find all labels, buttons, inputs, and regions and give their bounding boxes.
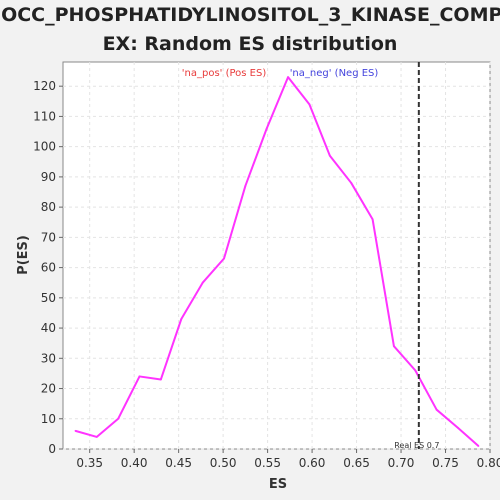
legend-entry-pos: 'na_pos' (Pos ES) xyxy=(182,68,267,79)
data-point xyxy=(328,154,331,157)
y-axis-label: P(ES) xyxy=(16,235,31,275)
chart-title-line-1: GOCC_PHOSPHATIDYLINOSITOL_3_KINASE_COMPL xyxy=(0,4,500,26)
y-axis-ticks: 0 10 20 30 40 50 60 70 80 90 100 110 120 xyxy=(33,79,63,456)
x-tick-label: 0.35 xyxy=(76,456,103,470)
data-point xyxy=(287,76,289,79)
y-tick-label: 10 xyxy=(41,412,56,426)
data-point xyxy=(265,127,268,130)
data-point xyxy=(308,103,311,106)
data-point xyxy=(350,182,353,184)
es-distribution-line xyxy=(75,76,480,447)
data-point xyxy=(457,426,459,429)
data-point xyxy=(201,281,204,284)
y-tick-label: 110 xyxy=(33,109,56,123)
data-point xyxy=(138,375,141,378)
y-tick-label: 100 xyxy=(33,140,56,154)
x-tick-label: 0.50 xyxy=(210,456,237,470)
x-axis-label: ES xyxy=(269,477,287,492)
y-tick-label: 20 xyxy=(41,382,56,396)
y-tick-label: 70 xyxy=(41,230,56,244)
y-tick-label: 60 xyxy=(41,261,56,275)
data-point xyxy=(244,185,247,187)
data-point xyxy=(180,318,183,320)
data-point xyxy=(223,257,225,260)
x-tick-label: 0.45 xyxy=(165,456,192,470)
data-point xyxy=(393,345,395,348)
x-tick-label: 0.65 xyxy=(343,456,370,470)
series-group xyxy=(74,76,480,447)
data-point xyxy=(371,218,374,221)
y-tick-label: 50 xyxy=(41,291,56,305)
data-point xyxy=(159,378,162,381)
chart-title-line-2: EX: Random ES distribution xyxy=(103,33,398,55)
data-point xyxy=(95,436,98,438)
y-tick-label: 0 xyxy=(48,442,56,456)
x-tick-label: 0.40 xyxy=(121,456,148,470)
legend-entry-neg: 'na_neg' (Neg ES) xyxy=(290,68,379,79)
y-tick-label: 120 xyxy=(33,79,56,93)
x-tick-label: 0.70 xyxy=(388,456,415,470)
data-point xyxy=(117,417,120,420)
y-tick-label: 80 xyxy=(41,200,56,214)
data-point xyxy=(74,429,77,432)
x-tick-label: 0.60 xyxy=(299,456,326,470)
y-tick-label: 40 xyxy=(41,321,56,335)
data-point xyxy=(435,408,438,411)
data-point xyxy=(477,445,480,447)
data-point xyxy=(414,369,417,372)
real-es-label: Real ES 0.7 xyxy=(394,441,439,450)
x-axis-ticks: 0.35 0.40 0.45 0.50 0.55 0.60 0.65 0.70 0.75 0.80 xyxy=(76,449,500,470)
x-tick-label: 0.55 xyxy=(254,456,281,470)
x-tick-label: 0.75 xyxy=(432,456,459,470)
y-tick-label: 30 xyxy=(41,351,56,365)
x-tick-label: 0.80 xyxy=(477,456,500,470)
y-tick-label: 90 xyxy=(41,170,56,184)
